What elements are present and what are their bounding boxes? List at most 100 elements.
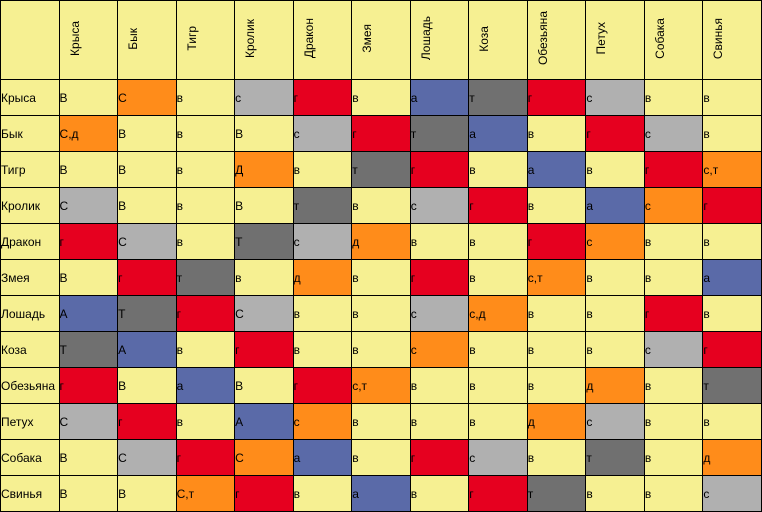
cell-9-2: в <box>176 404 235 440</box>
cell-9-11: в <box>703 404 762 440</box>
row-header-7: Коза <box>1 332 60 368</box>
col-header-label: Кролик <box>243 15 257 62</box>
cell-9-3: А <box>235 404 294 440</box>
cell-11-6: в <box>410 476 469 512</box>
cell-6-7: с,д <box>469 296 528 332</box>
cell-3-10: с <box>644 188 703 224</box>
corner-cell <box>1 1 60 80</box>
cell-5-2: т <box>176 260 235 296</box>
cell-4-6: в <box>410 224 469 260</box>
cell-5-11: а <box>703 260 762 296</box>
cell-10-4: а <box>293 440 352 476</box>
header-row: Крыса Бык Тигр Кролик Дракон Змея Лошадь Коза Об… <box>1 1 762 80</box>
cell-11-7: г <box>469 476 528 512</box>
cell-1-6: т <box>410 116 469 152</box>
cell-9-6: в <box>410 404 469 440</box>
cell-3-9: а <box>586 188 645 224</box>
cell-3-6: с <box>410 188 469 224</box>
cell-1-11: в <box>703 116 762 152</box>
col-header-label: Коза <box>477 22 491 56</box>
cell-5-1: г <box>118 260 177 296</box>
cell-0-4: г <box>293 80 352 116</box>
table-row: ОбезьянагВаВгс,твввдвт <box>1 368 762 404</box>
row-header-4: Дракон <box>1 224 60 260</box>
col-header-label: Обезьяна <box>536 7 550 69</box>
cell-2-4: в <box>293 152 352 188</box>
cell-4-8: г <box>527 224 586 260</box>
cell-8-2: а <box>176 368 235 404</box>
cell-11-9: в <box>586 476 645 512</box>
cell-6-10: г <box>644 296 703 332</box>
cell-2-2: в <box>176 152 235 188</box>
cell-8-7: в <box>469 368 528 404</box>
col-header-label: Бык <box>126 24 140 54</box>
cell-11-1: В <box>118 476 177 512</box>
cell-11-3: г <box>235 476 294 512</box>
cell-3-1: В <box>118 188 177 224</box>
col-header-1: Бык <box>118 1 177 80</box>
cell-4-1: С <box>118 224 177 260</box>
cell-6-2: г <box>176 296 235 332</box>
cell-6-8: в <box>527 296 586 332</box>
cell-6-1: Т <box>118 296 177 332</box>
col-header-label: Крыса <box>68 17 82 60</box>
cell-8-1: В <box>118 368 177 404</box>
col-header-label: Свинья <box>711 14 725 63</box>
col-header-label: Змея <box>360 20 374 57</box>
cell-5-8: с,т <box>527 260 586 296</box>
cell-0-5: в <box>352 80 411 116</box>
cell-4-11: в <box>703 224 762 260</box>
cell-3-8: в <box>527 188 586 224</box>
cell-9-9: с <box>586 404 645 440</box>
cell-6-4: в <box>293 296 352 332</box>
table-row: ЗмеяВгтвдвгвс,твва <box>1 260 762 296</box>
cell-5-9: в <box>586 260 645 296</box>
cell-3-4: т <box>293 188 352 224</box>
cell-3-5: в <box>352 188 411 224</box>
cell-9-1: г <box>118 404 177 440</box>
cell-6-3: С <box>235 296 294 332</box>
col-header-label: Лошадь <box>419 12 433 64</box>
cell-11-5: а <box>352 476 411 512</box>
cell-7-2: в <box>176 332 235 368</box>
col-header-4: Дракон <box>293 1 352 80</box>
cell-5-3: в <box>235 260 294 296</box>
cell-2-5: т <box>352 152 411 188</box>
row-header-10: Собака <box>1 440 60 476</box>
cell-1-2: в <box>176 116 235 152</box>
cell-11-0: В <box>59 476 118 512</box>
col-header-7: Коза <box>469 1 528 80</box>
cell-5-5: в <box>352 260 411 296</box>
cell-9-10: в <box>644 404 703 440</box>
row-header-8: Обезьяна <box>1 368 60 404</box>
cell-6-9: в <box>586 296 645 332</box>
col-header-2: Тигр <box>176 1 235 80</box>
cell-6-5: в <box>352 296 411 332</box>
cell-4-4: с <box>293 224 352 260</box>
row-header-5: Змея <box>1 260 60 296</box>
table-row: КрысаВСвсгватгсвв <box>1 80 762 116</box>
cell-9-8: д <box>527 404 586 440</box>
cell-4-5: д <box>352 224 411 260</box>
cell-6-0: А <box>59 296 118 332</box>
col-header-label: Петух <box>594 18 608 59</box>
cell-3-11: г <box>703 188 762 224</box>
cell-10-5: в <box>352 440 411 476</box>
cell-11-2: С,т <box>176 476 235 512</box>
cell-1-4: с <box>293 116 352 152</box>
cell-10-7: с <box>469 440 528 476</box>
cell-1-7: а <box>469 116 528 152</box>
cell-8-5: с,т <box>352 368 411 404</box>
cell-0-10: в <box>644 80 703 116</box>
cell-2-1: В <box>118 152 177 188</box>
cell-10-11: д <box>703 440 762 476</box>
col-header-label: Собака <box>653 14 667 63</box>
table-row: ДраконгСвТсдввгсвв <box>1 224 762 260</box>
cell-8-6: в <box>410 368 469 404</box>
cell-4-0: г <box>59 224 118 260</box>
cell-2-0: В <box>59 152 118 188</box>
table-row: ПетухСгвАсвввдсвв <box>1 404 762 440</box>
cell-9-4: с <box>293 404 352 440</box>
cell-1-10: с <box>644 116 703 152</box>
cell-8-0: г <box>59 368 118 404</box>
